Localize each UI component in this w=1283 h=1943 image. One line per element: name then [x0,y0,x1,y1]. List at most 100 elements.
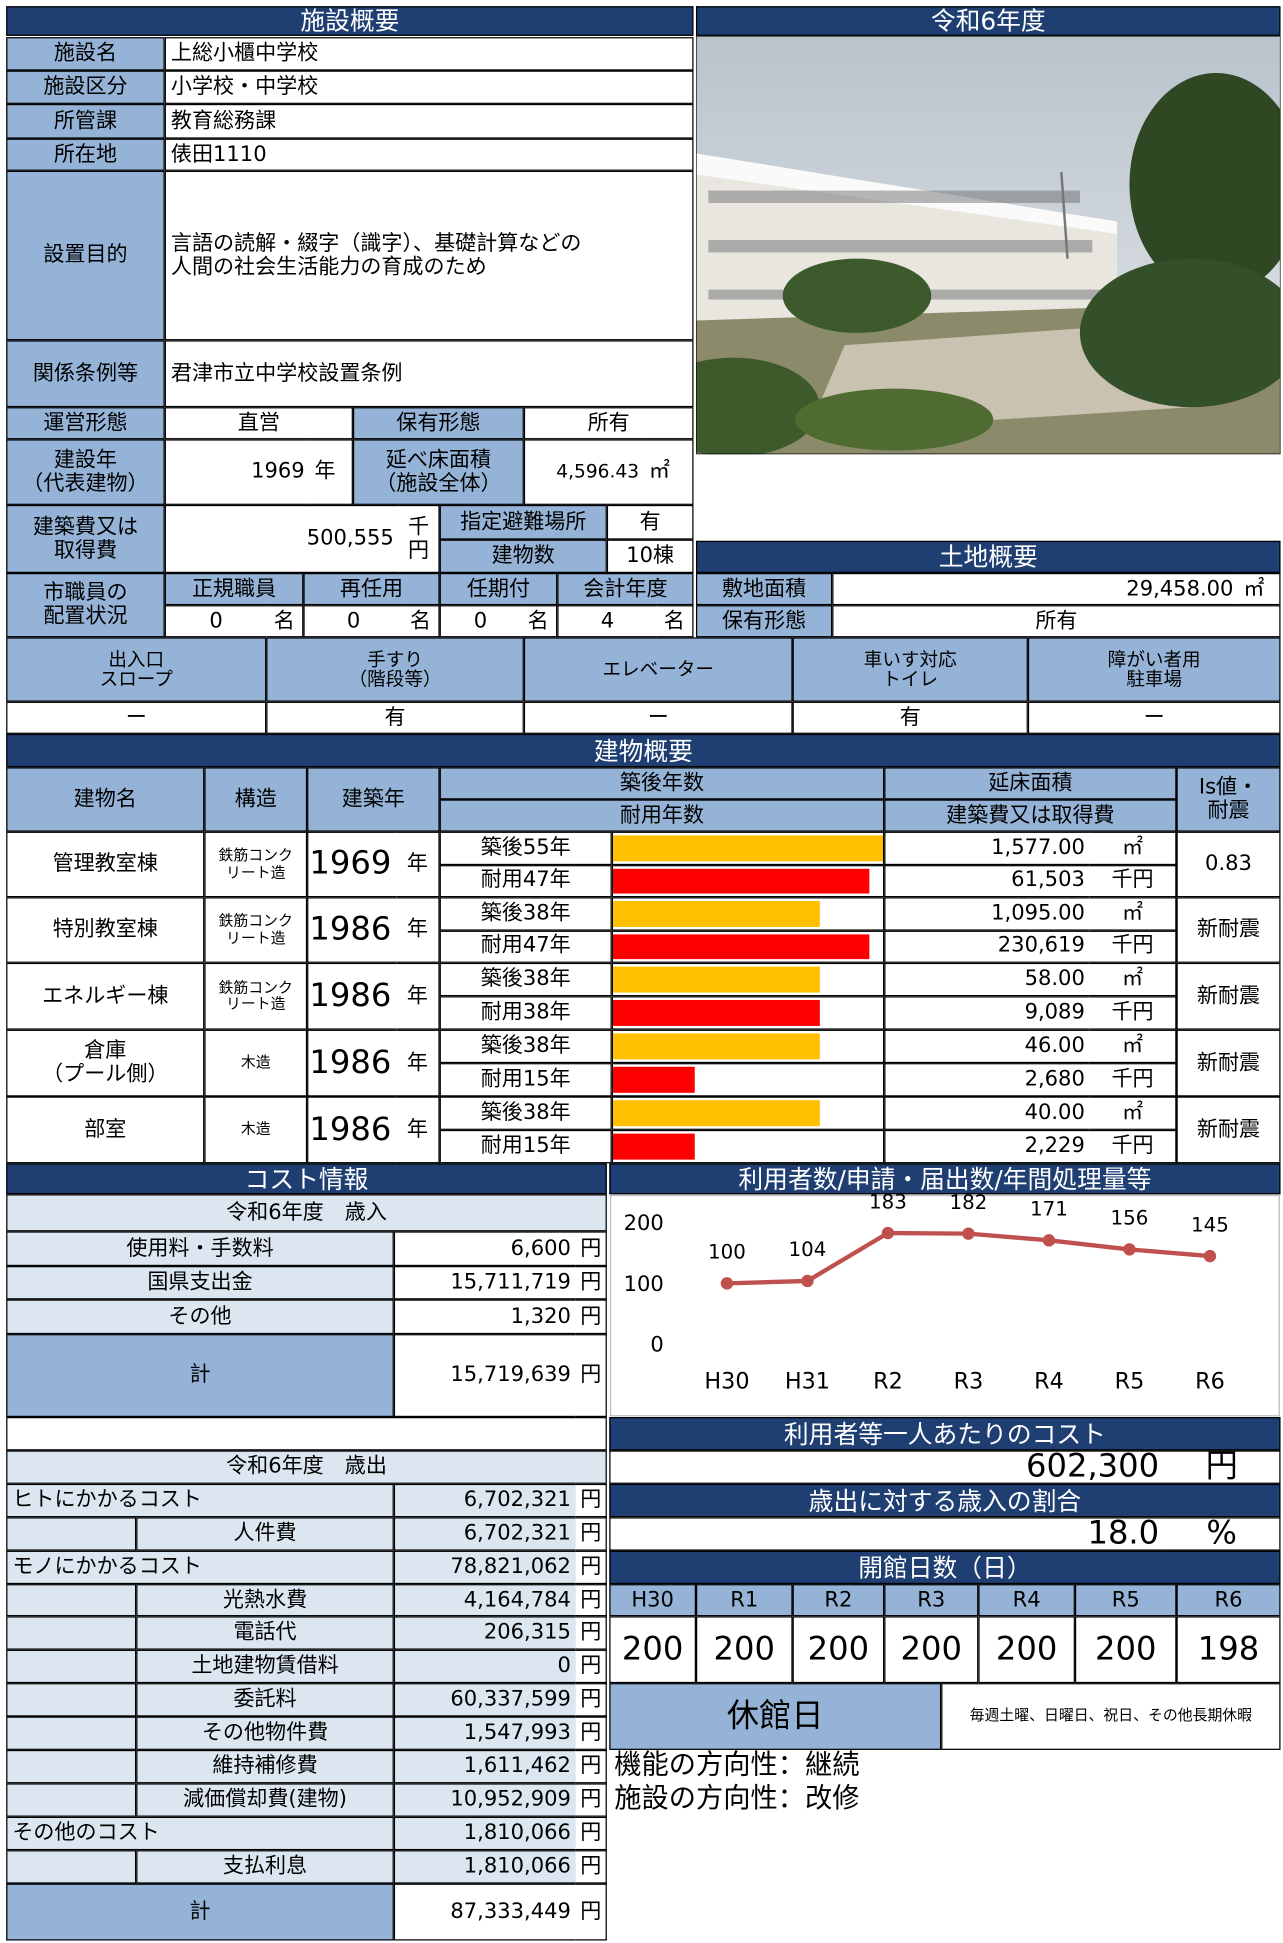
section-title: 施設概要 [6,6,693,36]
unit: 円 [576,1334,607,1417]
open-days: 200 [978,1616,1075,1683]
column-header: 建築年 [307,767,440,831]
blank-row [6,1417,607,1450]
point [962,1227,974,1239]
building-structure: 木造 [204,1096,307,1163]
building-seismic: 新耐震 [1176,1096,1280,1163]
indent [6,1750,136,1783]
x-tick-label: H31 [785,1369,830,1395]
unit: 名 [656,605,693,637]
unit: 年 [396,1096,439,1163]
building-area: 40.00 [884,1096,1090,1129]
building-name: 倉庫 （プール側） [6,1030,204,1097]
building-structure: 鉄筋コンク リート造 [204,963,307,1030]
point [801,1275,813,1287]
field-value: 君津市立中学校設置条例 [165,340,694,407]
section-title: コスト情報 [6,1163,607,1194]
staff-label: 会計年度 [557,573,693,605]
column-header: 建築費又は取得費 [884,799,1176,831]
x-tick-label: R4 [1034,1369,1064,1395]
life-label: 耐用47年 [440,864,612,897]
field-label: 所管課 [6,104,165,139]
unit: 名 [402,605,439,637]
bar-area [612,996,884,1029]
indent [6,1584,136,1616]
data-label: 145 [1191,1213,1229,1236]
expense-value: 0 [394,1650,576,1683]
field-value: 所有 [524,407,694,439]
revenue-value: 6,600 [394,1231,576,1266]
ratio-value: 18.0 [609,1517,1164,1550]
bar-area [612,832,884,865]
building-structure: 鉄筋コンク リート造 [204,832,307,898]
age-bar [613,1100,820,1126]
data-label: 171 [1030,1198,1068,1221]
section-title: 開館日数（日） [609,1551,1280,1584]
field-label: 所在地 [6,139,165,171]
field-label: 市職員の 配置状況 [6,573,165,637]
unit: 千円 [1090,930,1177,963]
unit: 名 [266,605,303,637]
unit: 名 [520,605,557,637]
building-area: 46.00 [884,1030,1090,1063]
expense-value: 10,952,909 [394,1783,576,1816]
y-tick-label: 100 [624,1271,664,1296]
per-user-value: 602,300 [609,1450,1164,1483]
unit: 円 [576,1616,607,1649]
bar-area [612,897,884,930]
unit: 円 [576,1584,607,1616]
section-title: 土地概要 [696,541,1281,573]
building-area: 58.00 [884,963,1090,996]
access-value: 有 [266,702,524,734]
expense-value: 1,810,066 [394,1817,576,1850]
x-tick-label: R5 [1115,1369,1145,1395]
unit: 円 [576,1266,607,1299]
open-days: 200 [696,1616,793,1683]
building-structure: 木造 [204,1030,307,1097]
field-label: 設置目的 [6,171,165,341]
unit: 円 [576,1299,607,1334]
unit: 千 円 [399,505,440,573]
field-label: 建設年 （代表建物） [6,439,165,505]
field-label: 施設区分 [6,71,165,104]
open-days: 200 [793,1616,885,1683]
year-header: R3 [884,1584,978,1616]
x-tick-label: R2 [873,1369,903,1395]
field-label: 延べ床面積 （施設全体） [353,439,524,505]
direction: 施設の方向性：改修 [609,1783,1280,1816]
building-seismic: 新耐震 [1176,897,1280,963]
age-label: 築後55年 [440,832,612,865]
staff-count: 0 [165,605,267,637]
unit: 円 [576,1817,607,1850]
field-label: 運営形態 [6,407,165,439]
open-days: 200 [1075,1616,1177,1683]
revenue-label: 使用料・手数料 [6,1231,394,1266]
access-value: 有 [793,702,1028,734]
age-label: 築後38年 [440,1030,612,1063]
access-value: ー [6,702,266,734]
access-value: ー [524,702,793,734]
access-label: 障がい者用 駐車場 [1028,637,1281,701]
unit: 年 [396,1030,439,1097]
indent [6,1683,136,1716]
field-value: 言語の読解・綴字（識字）、基礎計算などの 人間の社会生活能力の育成のため [165,171,694,341]
revenue-label: 国県支出金 [6,1266,394,1299]
x-tick-label: H30 [704,1369,749,1395]
field-value: 所有 [832,605,1280,637]
expense-label: 委託料 [136,1683,394,1716]
building-area: 1,095.00 [884,897,1090,930]
column-header: 建物名 [6,767,204,831]
building-seismic: 新耐震 [1176,963,1280,1030]
field-label: 建築費又は 取得費 [6,505,165,573]
unit: ㎡ [1090,963,1177,996]
unit: 年 [396,897,439,963]
building-cost: 61,503 [884,864,1090,897]
unit: 年 [396,832,439,898]
unit: 円 [576,1650,607,1683]
expense-label: 減価償却費(建物) [136,1783,394,1816]
expense-label: 光熱水費 [136,1584,394,1616]
field-label: 施設名 [6,37,165,70]
expense-label: 電話代 [136,1616,394,1649]
field-value: 29,458.00 [832,573,1238,605]
